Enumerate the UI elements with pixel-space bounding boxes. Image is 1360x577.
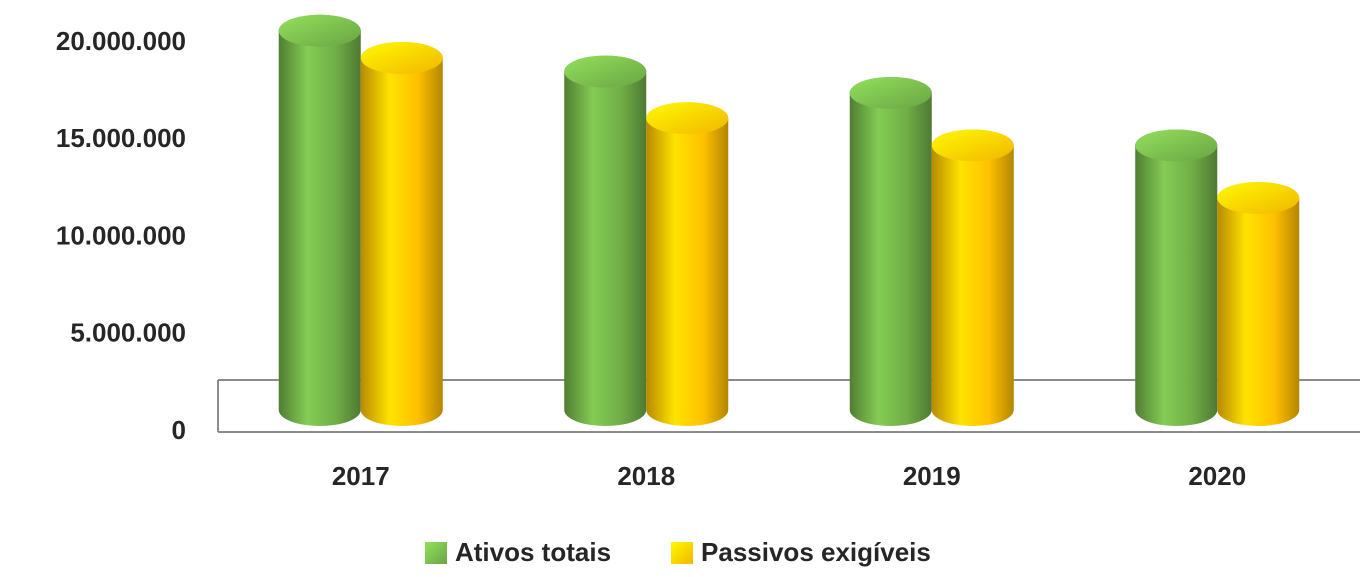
bar (849, 76, 932, 426)
bar (360, 41, 443, 426)
x-tick-label: 2019 (903, 461, 961, 491)
bar (564, 55, 647, 426)
bar-top (849, 76, 932, 109)
y-tick-label: 10.000.000 (56, 220, 186, 250)
x-tick-label: 2020 (1188, 461, 1246, 491)
bar (1217, 181, 1300, 426)
legend-label: Ativos totais (455, 537, 611, 567)
bar (1135, 129, 1218, 427)
bar-top (564, 55, 647, 88)
bar-top (646, 102, 729, 135)
bar-top (278, 14, 361, 47)
legend-swatch (425, 542, 447, 564)
y-tick-label: 5.000.000 (70, 318, 186, 348)
x-tick-label: 2017 (332, 461, 390, 491)
y-tick-label: 20.000.000 (56, 26, 186, 56)
legend-label: Passivos exigíveis (701, 537, 931, 567)
legend-swatch (671, 542, 694, 564)
bar (931, 129, 1014, 427)
x-tick-label: 2018 (617, 461, 675, 491)
bar (646, 102, 729, 426)
y-tick-label: 0 (172, 415, 186, 445)
y-tick-label: 15.000.000 (56, 123, 186, 153)
bar (278, 14, 361, 426)
legend: Ativos totais Passivos exigíveis (425, 537, 931, 567)
bar-top (1135, 129, 1218, 162)
bar-top (1217, 181, 1300, 214)
bar-top (931, 129, 1014, 162)
bar-top (360, 41, 443, 74)
